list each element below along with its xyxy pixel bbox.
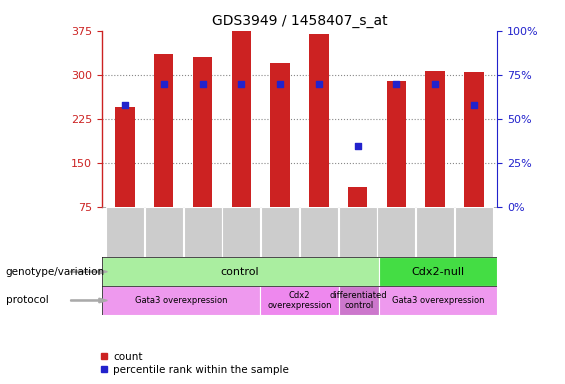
Text: Cdx2-null: Cdx2-null [411, 266, 464, 277]
Bar [416, 207, 454, 257]
Bar [379, 286, 497, 315]
Bar [193, 57, 212, 207]
Point [470, 102, 479, 108]
Bar [309, 34, 328, 207]
Point [198, 81, 207, 87]
Point [237, 81, 246, 87]
Point [353, 142, 362, 149]
Bar [154, 54, 173, 207]
Point [159, 81, 168, 87]
Bar [377, 207, 415, 257]
Point [431, 81, 440, 87]
Legend: count, percentile rank within the sample: count, percentile rank within the sample [95, 348, 293, 379]
Text: Gata3 overexpression: Gata3 overexpression [134, 296, 227, 305]
Point [120, 102, 129, 108]
Bar [106, 207, 144, 257]
Bar [386, 81, 406, 207]
Text: genotype/variation: genotype/variation [6, 266, 105, 277]
Bar [232, 31, 251, 207]
Point [276, 81, 285, 87]
Text: control: control [221, 266, 259, 277]
Point [314, 81, 323, 87]
Bar [102, 257, 379, 286]
Text: Gata3 overexpression: Gata3 overexpression [392, 296, 484, 305]
Bar [338, 207, 377, 257]
Bar [464, 72, 484, 207]
Title: GDS3949 / 1458407_s_at: GDS3949 / 1458407_s_at [212, 14, 387, 28]
Bar [425, 71, 445, 207]
Bar [115, 107, 134, 207]
Text: protocol: protocol [6, 295, 49, 306]
Bar [339, 286, 379, 315]
Bar [261, 207, 299, 257]
Text: Cdx2
overexpression: Cdx2 overexpression [267, 291, 332, 310]
Bar [300, 207, 338, 257]
Bar [348, 187, 367, 207]
Bar [222, 207, 260, 257]
Bar [145, 207, 182, 257]
Bar [379, 257, 497, 286]
Bar [102, 286, 260, 315]
Point [392, 81, 401, 87]
Bar [184, 207, 221, 257]
Bar [260, 286, 339, 315]
Bar [455, 207, 493, 257]
Text: differentiated
control: differentiated control [330, 291, 388, 310]
Bar [271, 63, 290, 207]
